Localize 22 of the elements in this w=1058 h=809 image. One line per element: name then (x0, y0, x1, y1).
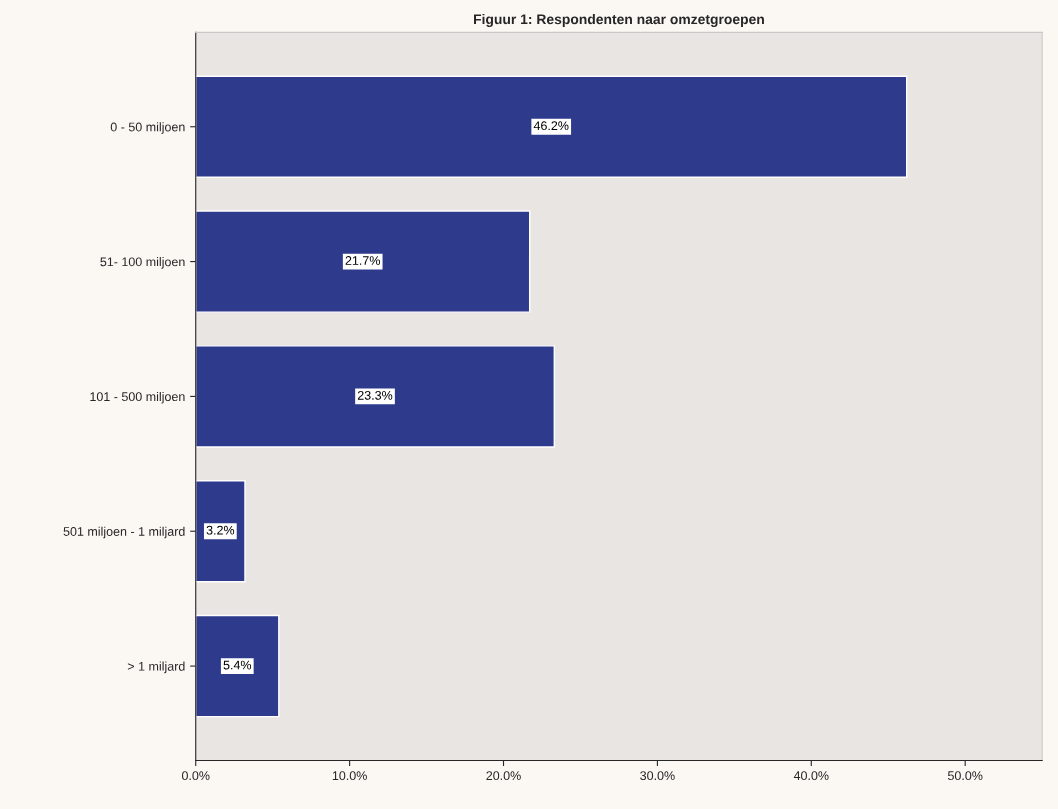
x-tick-label: 0.0% (181, 771, 210, 781)
bar (195, 210, 531, 313)
data-label: 3.2% (206, 525, 235, 535)
data-label: 5.4% (223, 660, 252, 670)
x-tick-label: 50.0% (947, 771, 983, 781)
x-tick-label: 40.0% (793, 771, 829, 781)
bar (195, 345, 555, 448)
y-tick-label: 101 - 500 miljoen (90, 391, 185, 404)
y-tick-label: > 1 miljard (127, 661, 185, 674)
chart-title: Figuur 1: Respondenten naar omzetgroepen (474, 13, 764, 27)
x-tick-label: 20.0% (486, 771, 521, 781)
y-tick-label: 0 - 50 miljoen (110, 122, 185, 134)
y-tick-label: 51- 100 miljoen (100, 257, 185, 269)
x-tick-label: 10.0% (332, 771, 367, 781)
bar (195, 614, 280, 718)
x-tick-label: 30.0% (640, 771, 675, 781)
data-label: 21.7% (345, 256, 380, 265)
y-tick-label: 501 miljoen - 1 miljard (63, 526, 185, 539)
bar (195, 479, 246, 583)
bar (195, 75, 908, 179)
data-label: 46.2% (533, 121, 569, 131)
data-label: 23.3% (357, 390, 393, 400)
